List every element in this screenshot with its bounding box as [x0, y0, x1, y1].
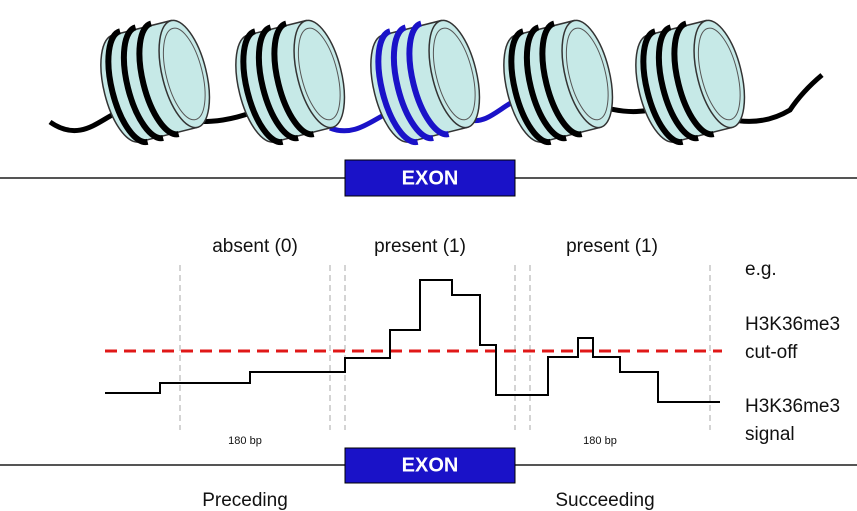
nucleosome: [494, 13, 622, 149]
nucleosomes: [50, 13, 822, 149]
flank-label: Succeeding: [555, 490, 654, 511]
flank-label: Preceding: [202, 490, 288, 511]
exon-label: EXON: [402, 167, 459, 189]
signal-trace: [105, 280, 720, 402]
region-label: absent (0): [212, 236, 298, 257]
nucleosome: [361, 13, 489, 149]
legend-signal: signal: [745, 424, 795, 445]
region-label: present (1): [374, 236, 466, 257]
nucleosome: [91, 13, 219, 149]
nucleosome: [626, 13, 754, 149]
legend-cutoff: cut-off: [745, 342, 798, 363]
legend-cutoff: H3K36me3: [745, 314, 840, 335]
diagram: EXON absent (0) present (1) present (1) …: [0, 0, 857, 511]
spacing-label: 180 bp: [583, 435, 617, 447]
spacing-label: 180 bp: [228, 435, 262, 447]
legend-example: e.g.: [745, 259, 777, 280]
region-label: present (1): [566, 236, 658, 257]
exon-label: EXON: [402, 454, 459, 476]
region-dividers: [180, 265, 710, 430]
legend-signal: H3K36me3: [745, 396, 840, 417]
